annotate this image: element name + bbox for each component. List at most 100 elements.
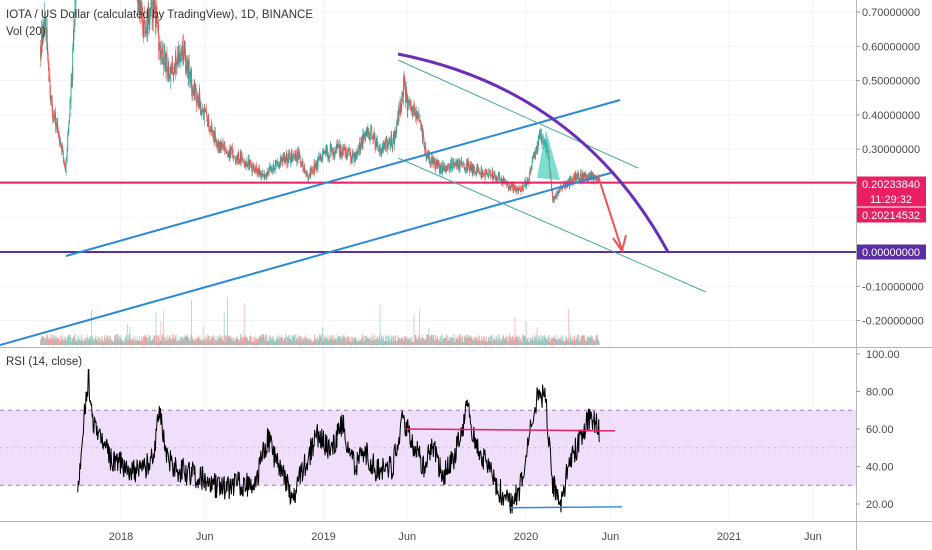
candle-body xyxy=(43,12,45,37)
candle-body xyxy=(328,155,330,158)
volume-bar xyxy=(263,336,265,345)
volume-bar xyxy=(307,337,308,345)
candle-body xyxy=(552,192,554,200)
volume-bar xyxy=(146,334,147,345)
candle-body xyxy=(177,53,179,65)
volume-bar xyxy=(568,341,570,345)
volume-bar xyxy=(349,341,351,345)
volume-bar xyxy=(60,336,62,345)
candle-body xyxy=(439,172,441,173)
volume-bar xyxy=(133,341,135,345)
volume-bar xyxy=(214,336,216,345)
volume-bar xyxy=(352,336,354,345)
volume-bar xyxy=(195,340,197,345)
volume-bar xyxy=(320,336,322,345)
volume-bar xyxy=(513,339,515,345)
volume-bar xyxy=(211,335,213,345)
volume-bar xyxy=(338,335,339,345)
candle-body xyxy=(352,152,354,157)
volume-bar xyxy=(313,340,314,345)
volume-bar xyxy=(115,334,117,345)
candle-body xyxy=(458,159,460,170)
candle-body xyxy=(355,154,357,158)
candle-body xyxy=(42,22,44,36)
volume-bar xyxy=(134,338,136,345)
volume-bar xyxy=(440,335,441,345)
volume-bar xyxy=(168,337,170,345)
volume-bar xyxy=(194,338,196,345)
candle-body xyxy=(391,145,393,147)
candle-body xyxy=(272,164,274,170)
candle-body xyxy=(300,161,302,164)
volume-bar xyxy=(229,335,231,345)
candle-body xyxy=(151,0,153,19)
volume-bar xyxy=(576,337,577,345)
volume-bar xyxy=(487,337,489,345)
candle-body xyxy=(52,111,54,118)
candle-body xyxy=(401,98,403,110)
candle-body xyxy=(325,151,327,153)
candle-body xyxy=(243,161,245,163)
volume-bar xyxy=(269,337,271,345)
candle-body xyxy=(311,168,313,171)
volume-bar xyxy=(152,340,154,345)
candle-body xyxy=(588,172,590,180)
volume-bar xyxy=(238,339,240,345)
volume-bar xyxy=(85,337,86,345)
volume-bar xyxy=(107,335,109,345)
volume-bar xyxy=(139,340,141,345)
volume-bar xyxy=(121,340,123,345)
volume-bar xyxy=(132,334,134,345)
volume-bar xyxy=(496,336,497,345)
candle-body xyxy=(144,21,146,29)
volume-bar xyxy=(456,337,458,345)
candle-body xyxy=(45,17,46,28)
candle-body xyxy=(379,146,380,152)
candle-body xyxy=(440,165,442,166)
candle-body xyxy=(168,74,170,78)
volume-bar xyxy=(66,336,68,345)
volume-bar xyxy=(448,339,450,345)
volume-bar xyxy=(507,341,509,345)
volume-bar xyxy=(158,335,160,345)
candle-body xyxy=(295,154,297,162)
volume-bar xyxy=(451,337,453,345)
candle-body xyxy=(340,152,342,157)
volume-bar xyxy=(215,338,217,345)
volume-bar xyxy=(159,341,161,345)
volume-bar xyxy=(260,334,262,345)
time-axis[interactable]: 2018 Jun 2019 Jun 2020 Jun 2021 Jun xyxy=(109,531,822,543)
volume-bar xyxy=(250,341,252,345)
candle-body xyxy=(356,151,358,156)
volume-bar xyxy=(222,336,223,345)
candle-body xyxy=(144,28,146,34)
candle-body xyxy=(261,174,263,177)
volume-bar xyxy=(67,335,69,345)
volume-bar xyxy=(412,341,414,345)
candle-body xyxy=(584,173,586,177)
volume-bar xyxy=(508,341,510,345)
volume-bar xyxy=(355,337,357,345)
candle-body xyxy=(435,166,437,169)
candle-body xyxy=(536,146,538,150)
volume-bar xyxy=(543,336,545,345)
candle-body xyxy=(294,154,296,157)
candle-body xyxy=(72,40,74,48)
candle-body xyxy=(478,171,480,173)
volume-bar xyxy=(368,337,370,345)
volume-bar xyxy=(513,340,515,345)
volume-bar xyxy=(109,335,111,345)
candle-body xyxy=(432,159,434,162)
candle-body xyxy=(385,140,387,147)
volume-bar xyxy=(172,334,173,345)
candle-body xyxy=(155,5,157,28)
candle-body xyxy=(321,156,323,162)
volume-bar xyxy=(390,334,392,345)
candle-body xyxy=(281,161,283,162)
candle-body xyxy=(50,94,51,101)
volume-bar xyxy=(404,336,406,345)
price-axis[interactable]: 0.700000000.600000000.500000000.40000000… xyxy=(856,7,924,328)
volume-bar xyxy=(204,336,206,345)
volume-bar xyxy=(404,336,405,345)
